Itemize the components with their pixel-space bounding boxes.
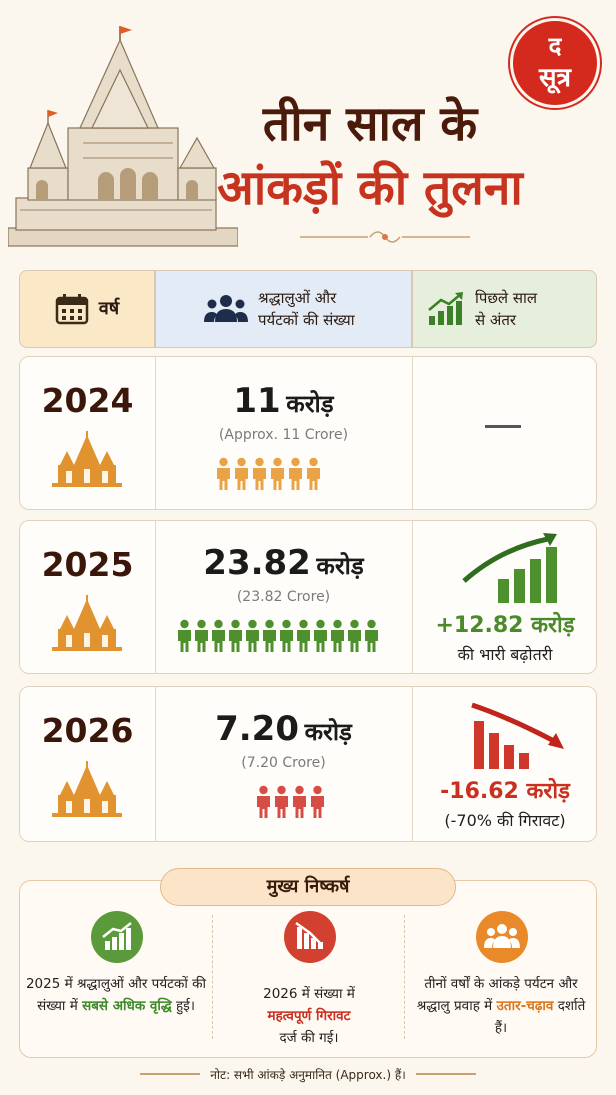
row-value-number: 23.82 (203, 543, 311, 583)
temple-icon (52, 595, 122, 651)
finding-text: तीनों वर्षों के आंकड़े पर्यटन और श्रद्धा… (409, 973, 593, 1039)
divider (404, 915, 405, 1039)
row-value-unit: करोड़ (304, 718, 352, 746)
temple-illustration (8, 26, 238, 247)
people-icons (216, 457, 321, 491)
divider (212, 915, 213, 1039)
person-icon (275, 785, 288, 818)
person-icon (297, 619, 310, 652)
person-icon (280, 619, 293, 652)
growth-chart-icon (91, 911, 143, 963)
headline-line-1: तीन साल के (262, 96, 478, 152)
logo-line-2: सूत्र (539, 63, 571, 93)
growth-bars-icon (428, 292, 463, 325)
finding-text-post: दर्शाते हैं। (494, 998, 586, 1036)
person-icon (348, 619, 361, 652)
row-value-number: 11 (233, 381, 281, 421)
finding-text-pre: 2026 में संख्या में (263, 986, 355, 1002)
note-ornament-left (140, 1073, 200, 1075)
row-change-sub: की भारी बढ़ोतरी (457, 645, 553, 664)
row-2025: 2025 23.82 करोड़ (23.82 Crore) +12.82 कर… (19, 520, 597, 674)
person-icon (212, 619, 225, 652)
person-icon (331, 619, 344, 652)
header-year: वर्ष (19, 270, 155, 348)
row-year: 2025 (41, 545, 134, 584)
header-diff: पिछले साल से अंतर (412, 270, 597, 348)
finding-3: तीनों वर्षों के आंकड़े पर्यटन और श्रद्धा… (405, 881, 597, 1057)
row-year: 2026 (41, 711, 134, 750)
person-icon (229, 619, 242, 652)
row-value: 7.20 करोड़ (155, 709, 412, 749)
people-icons (256, 785, 325, 819)
row-change-sub: (-70% की गिरावट) (444, 811, 566, 830)
finding-text-pre: 2025 में श्रद्धालुओं और पर्यटकों की संख्… (25, 976, 207, 1014)
person-icon (307, 457, 320, 490)
person-icon (271, 457, 284, 490)
person-icon (235, 457, 248, 490)
row-change: -16.62 करोड़ (440, 779, 570, 804)
person-icon (365, 619, 378, 652)
row-approx: (7.20 Crore) (241, 755, 326, 771)
group-icon (476, 911, 528, 963)
row-value: 11 करोड़ (155, 381, 412, 421)
headline-line-2: आंकड़ों की तुलना (217, 160, 523, 216)
findings-title: मुख्य निष्कर्ष (160, 868, 456, 906)
person-icon (253, 457, 266, 490)
header-count-line-2: पर्यटकों की संख्या (258, 311, 355, 329)
person-icon (246, 619, 259, 652)
row-year: 2024 (41, 381, 134, 420)
header-diff-line-2: से अंतर (475, 311, 517, 329)
key-findings-panel: 2025 में श्रद्धालुओं और पर्यटकों की संख्… (19, 880, 597, 1058)
temple-icon (52, 761, 122, 817)
row-2024: 2024 11 करोड़ (Approx. 11 Crore) (19, 356, 597, 510)
flourish-divider (300, 231, 470, 243)
row-change: +12.82 करोड़ (435, 613, 575, 638)
calendar-icon (55, 294, 89, 325)
note-ornament-right (416, 1073, 476, 1075)
row-value-number: 7.20 (215, 709, 299, 749)
person-icon (314, 619, 327, 652)
footnote: नोट: सभी आंकड़े अनुमानित (Approx.) हैं। (210, 1068, 406, 1082)
row-approx: (23.82 Crore) (236, 589, 331, 605)
finding-text: 2026 में संख्या में महत्वपूर्ण गिरावट दर… (217, 983, 401, 1049)
finding-text: 2025 में श्रद्धालुओं और पर्यटकों की संख्… (24, 973, 208, 1017)
row-2026: 2026 7.20 करोड़ (7.20 Crore) -16.62 करोड… (19, 686, 597, 842)
finding-2: 2026 में संख्या में महत्वपूर्ण गिरावट दर… (213, 881, 405, 1057)
finding-text-pre: तीनों वर्षों के आंकड़े पर्यटन और श्रद्धा… (416, 976, 578, 1014)
person-icon (311, 785, 324, 818)
person-icon (178, 619, 191, 652)
row-value: 23.82 करोड़ (155, 543, 412, 583)
brand-logo[interactable]: द सूत्र (510, 18, 600, 108)
row-value-unit: करोड़ (316, 552, 364, 580)
header-diff-line-1: पिछले साल (475, 289, 538, 307)
person-icon (289, 457, 302, 490)
people-group-icon (204, 295, 248, 322)
finding-highlight: सबसे अधिक वृद्धि (82, 998, 172, 1014)
person-icon (195, 619, 208, 652)
finding-1: 2025 में श्रद्धालुओं और पर्यटकों की संख्… (20, 881, 212, 1057)
person-icon (257, 785, 270, 818)
headline: तीन साल के आंकड़ों की तुलना (205, 92, 535, 220)
row-value-unit: करोड़ (286, 390, 334, 418)
person-icon (293, 785, 306, 818)
decline-chart-icon (284, 911, 336, 963)
temple-icon (52, 431, 122, 487)
growth-chart-icon (462, 533, 557, 603)
header-count-line-1: श्रद्धालुओं और (258, 289, 337, 307)
header-year-label: वर्ष (98, 298, 120, 319)
no-change-dash (485, 425, 521, 428)
finding-text-post: दर्ज की गई। (279, 1030, 339, 1046)
header-count: श्रद्धालुओं और पर्यटकों की संख्या (155, 270, 412, 348)
finding-text-post: हुई। (176, 998, 195, 1014)
finding-highlight: उतार-चढ़ाव (496, 998, 554, 1014)
person-icon (263, 619, 276, 652)
finding-highlight: महत्वपूर्ण गिरावट (267, 1008, 351, 1024)
logo-line-1: द (548, 32, 562, 60)
person-icon (217, 457, 230, 490)
row-approx: (Approx. 11 Crore) (218, 427, 349, 443)
people-icons (177, 619, 379, 653)
decline-chart-icon (471, 702, 564, 769)
